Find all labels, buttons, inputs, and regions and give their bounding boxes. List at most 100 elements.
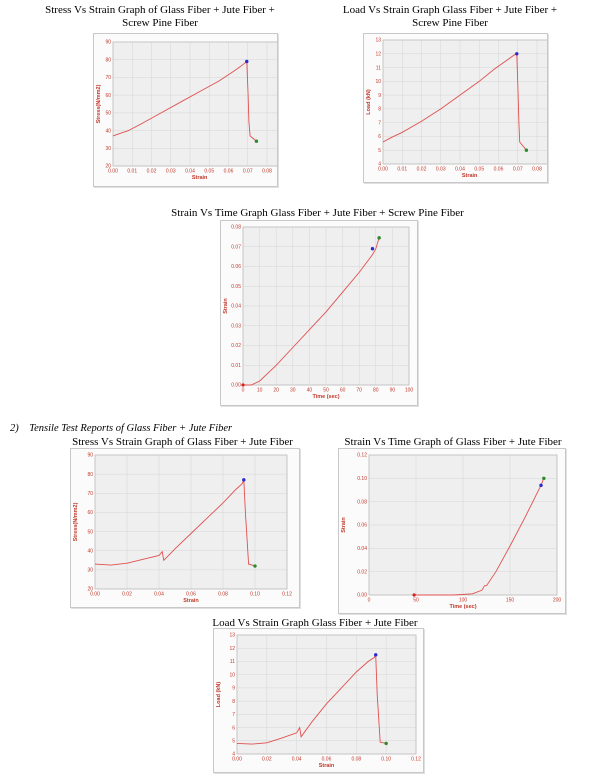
c1-xtick-label: 0.03 xyxy=(166,169,176,175)
c2-xtick-label: 0.00 xyxy=(378,167,388,173)
c1-series-line xyxy=(112,60,257,142)
c1-ytick-label: 90 xyxy=(105,40,111,46)
c6-xtick-label: 0.08 xyxy=(351,757,361,763)
c6-xtick-label: 0.02 xyxy=(262,757,272,763)
c5-ylabel: Strain xyxy=(341,517,347,533)
c2-xtick-label: 0.05 xyxy=(474,167,484,173)
c3-ytick-label: 0.08 xyxy=(231,225,241,231)
c3-ylabel: Strain xyxy=(223,298,229,314)
chart4-svg: 20 30 40 50 60 70 80 90 0.00 0.02 0.04 0.06 0.08 0.10… xyxy=(73,453,292,604)
c2-xtick-label: 0.08 xyxy=(532,167,542,173)
c1-ytick-label: 30 xyxy=(105,146,111,152)
c3-ytick-label: 0.05 xyxy=(231,284,241,290)
c3-end-marker xyxy=(377,236,381,240)
c4-ytick-label: 50 xyxy=(87,529,93,535)
c2-ytick-label: 8 xyxy=(378,107,381,113)
c2-xtick-label: 0.06 xyxy=(494,167,504,173)
c3-ytick-label: 0.02 xyxy=(231,343,241,349)
c5-ytick-label: 0.06 xyxy=(357,523,367,529)
c2-ytick-label: 10 xyxy=(375,79,381,85)
c1-ytick-label: 70 xyxy=(105,75,111,81)
c1-ytick-label: 60 xyxy=(105,93,111,99)
c1-ytick-label: 50 xyxy=(105,111,111,117)
c5-end-marker xyxy=(542,476,546,481)
chart2-load-strain-gfjfsp: 4 5 6 7 8 9 10 11 12 13 0.00 0.01 0.02 0.03 0.04 0.05 0.… xyxy=(363,33,548,183)
chart1-title-line1: Stress Vs Strain Graph of Glass Fiber + … xyxy=(45,4,275,16)
c4-xtick-label: 0.02 xyxy=(122,592,132,598)
chart1-title: Stress Vs Strain Graph of Glass Fiber + … xyxy=(45,4,275,30)
c2-ytick-label: 7 xyxy=(378,120,381,126)
c3-series-line xyxy=(243,237,380,386)
c1-xtick-label: 0.05 xyxy=(204,169,214,175)
c2-ytick-label: 13 xyxy=(375,38,381,44)
c5-start-marker xyxy=(412,593,416,597)
c1-xtick-label: 0.01 xyxy=(127,169,137,175)
c3-peak-marker xyxy=(370,247,375,251)
c1-ytick-label: 20 xyxy=(105,164,111,170)
c2-xtick-label: 0.04 xyxy=(455,167,465,173)
c6-ytick-label: 13 xyxy=(229,633,235,639)
c5-xlabel: Time (sec) xyxy=(449,604,476,610)
c2-peak-marker xyxy=(515,52,519,56)
c2-ylabel: Load (kN) xyxy=(366,89,372,115)
c5-ytick-label: 0.04 xyxy=(357,546,367,552)
c2-ytick-label: 12 xyxy=(375,51,381,57)
c5-ytick-label: 0.02 xyxy=(357,569,367,575)
c1-xtick-label: 0.02 xyxy=(147,169,157,175)
chart2-title-line1: Load Vs Strain Graph Glass Fiber + Jute … xyxy=(342,4,558,16)
c2-ytick-label: 9 xyxy=(378,93,381,99)
c4-xtick-label: 0.00 xyxy=(90,592,100,598)
c4-ylabel: Stress(N/mm2) xyxy=(73,502,79,541)
c6-ytick-label: 6 xyxy=(232,725,235,731)
c5-xtick-label: 50 xyxy=(413,598,419,604)
c6-ytick-label: 11 xyxy=(230,659,235,665)
c3-xlabel: Time (sec) xyxy=(312,394,339,400)
c3-xtick-label: 20 xyxy=(273,388,279,394)
c5-xtick-label: 100 xyxy=(459,598,468,604)
c3-xtick-label: 60 xyxy=(340,388,346,394)
c2-ytick-label: 6 xyxy=(378,134,381,140)
c4-ytick-label: 80 xyxy=(87,472,93,478)
c3-xtick-label: 90 xyxy=(390,388,396,394)
c1-ytick-label: 80 xyxy=(105,57,111,63)
chart1-svg: 20 30 40 50 60 70 80 90 0.00 0.01 0.02 0.03 0.04 0.05… xyxy=(96,40,277,181)
c4-xtick-label: 0.12 xyxy=(282,592,292,598)
c5-ytick-label: 0.00 xyxy=(357,593,367,599)
chart5-svg: 0.00 0.02 0.04 0.06 0.08 0.10 0.12 0 50 100 150 200… xyxy=(341,453,561,610)
c3-xtick-label: 70 xyxy=(356,388,362,394)
c3-ytick-label: 0.07 xyxy=(231,244,241,250)
chart2-svg: 4 5 6 7 8 9 10 11 12 13 0.00 0.01 0.02 0.03 0.04 0.05 0.… xyxy=(366,38,547,179)
c3-ytick-label: 0.03 xyxy=(231,323,241,329)
c2-ytick-label: 5 xyxy=(378,148,381,154)
c6-xtick-label: 0.12 xyxy=(411,757,421,763)
c2-ytick-label: 4 xyxy=(378,162,381,168)
c6-ytick-label: 8 xyxy=(232,699,235,705)
c1-xlabel: Strain xyxy=(192,175,208,181)
c6-xlabel: Strain xyxy=(319,763,335,769)
c4-ytick-label: 40 xyxy=(87,548,93,554)
c5-ytick-label: 0.10 xyxy=(357,476,367,482)
c3-xtick-label: 80 xyxy=(373,388,379,394)
c4-ytick-label: 90 xyxy=(87,453,93,459)
c6-ytick-label: 9 xyxy=(232,686,235,692)
chart5-title: Strain Vs Time Graph of Glass Fiber + Ju… xyxy=(344,436,562,448)
c4-ytick-label: 20 xyxy=(87,587,93,593)
c1-ytick-label: 40 xyxy=(105,128,111,134)
c4-xlabel: Strain xyxy=(183,598,199,604)
c6-ytick-label: 12 xyxy=(229,646,235,652)
c6-ytick-label: 4 xyxy=(232,752,235,758)
c3-ytick-label: 0.06 xyxy=(231,264,241,270)
chart2-title-line2: Screw Pine Fiber xyxy=(412,17,488,29)
section-heading: 2) Tensile Test Reports of Glass Fiber +… xyxy=(10,423,232,434)
c1-xtick-label: 0.04 xyxy=(185,169,195,175)
c2-xtick-label: 0.02 xyxy=(417,167,427,173)
c2-xtick-label: 0.03 xyxy=(436,167,446,173)
c5-series-line xyxy=(414,478,545,596)
c6-end-marker xyxy=(384,741,388,746)
c3-xtick-label: 0 xyxy=(242,388,245,394)
chart6-load-strain-gfjf: 4 5 6 7 8 9 10 11 12 13 0.00 0.02 0.04 0.06 0.08 0.10 0.… xyxy=(213,628,424,773)
c1-xtick-label: 0.07 xyxy=(243,169,253,175)
c1-xtick-label: 0.00 xyxy=(108,169,118,175)
c1-xtick-label: 0.06 xyxy=(224,169,234,175)
c2-xtick-label: 0.07 xyxy=(513,167,523,173)
